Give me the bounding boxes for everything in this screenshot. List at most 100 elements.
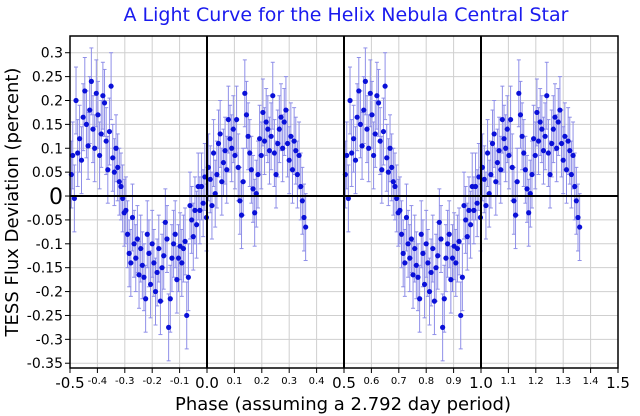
data-point — [449, 255, 456, 261]
data-point — [197, 207, 203, 213]
data-point — [215, 140, 222, 147]
data-point — [568, 171, 575, 178]
data-point — [461, 202, 467, 209]
x-tick-label: -0.5 — [55, 374, 84, 392]
data-point — [503, 145, 509, 151]
data-point — [486, 191, 492, 197]
data-point — [144, 231, 150, 237]
y-tick-label: -0.1 — [36, 237, 63, 253]
data-point — [472, 183, 479, 190]
data-point — [182, 238, 188, 245]
data-point — [248, 167, 254, 173]
y-tick-label: -0.35 — [27, 356, 63, 372]
data-point — [189, 217, 195, 223]
data-point — [198, 183, 205, 190]
data-point — [90, 126, 96, 132]
x-tick-label: 1.5 — [606, 374, 630, 392]
data-point — [174, 277, 180, 283]
x-tick-label: 0.1 — [226, 376, 242, 387]
data-point — [105, 167, 111, 173]
data-point — [418, 231, 424, 237]
data-point — [435, 253, 441, 259]
x-tick-label: 1.3 — [555, 376, 571, 387]
data-point — [412, 245, 418, 252]
data-point — [501, 136, 507, 142]
x-tick-label: 1.0 — [469, 374, 493, 392]
data-point — [207, 176, 213, 182]
data-point — [488, 171, 494, 178]
data-point — [260, 109, 266, 116]
data-point — [410, 272, 416, 278]
data-point — [192, 207, 198, 213]
data-point — [352, 157, 359, 163]
data-point — [390, 179, 396, 185]
data-point — [483, 202, 489, 209]
data-point — [385, 169, 391, 175]
data-point — [438, 236, 444, 242]
data-point — [370, 152, 377, 159]
data-point — [175, 255, 182, 261]
data-point — [489, 140, 496, 147]
data-point — [454, 245, 461, 252]
data-point — [379, 167, 385, 173]
data-point — [237, 198, 243, 204]
data-point — [517, 112, 524, 118]
x-tick-label: 0.8 — [418, 376, 434, 387]
data-point — [459, 274, 465, 280]
data-point — [347, 97, 353, 104]
data-point — [169, 255, 175, 261]
data-point — [88, 78, 94, 84]
data-point — [75, 150, 81, 156]
data-point — [108, 83, 114, 89]
data-point — [193, 222, 200, 228]
x-tick-label: -0.2 — [142, 376, 162, 387]
data-point — [255, 171, 261, 178]
data-point — [220, 159, 227, 166]
x-tick-label: -0.4 — [88, 376, 108, 387]
data-point — [95, 112, 101, 118]
y-axis-label: TESS Flux Deviation (percent) — [2, 68, 23, 338]
data-point — [257, 136, 263, 142]
data-point — [491, 131, 497, 137]
data-point — [415, 274, 421, 280]
data-point — [540, 148, 547, 154]
data-point — [516, 90, 522, 96]
data-point — [400, 250, 406, 256]
data-point — [524, 186, 530, 192]
data-point — [512, 212, 519, 218]
data-point — [242, 90, 248, 96]
data-point — [219, 179, 225, 185]
data-point — [526, 210, 532, 216]
data-point — [157, 298, 164, 304]
data-point — [544, 93, 550, 99]
data-point — [113, 145, 119, 151]
data-point — [547, 171, 553, 178]
data-point — [229, 145, 235, 151]
data-point — [572, 183, 578, 190]
x-tick-label: 0.9 — [446, 376, 462, 387]
y-tick-label: -0.15 — [27, 261, 63, 277]
data-point — [296, 152, 302, 159]
data-point — [123, 207, 129, 213]
data-point — [380, 128, 387, 135]
data-point — [529, 171, 535, 178]
data-point — [276, 126, 282, 132]
data-point — [366, 145, 372, 151]
data-point — [261, 138, 268, 144]
data-point — [377, 138, 383, 144]
data-point — [227, 136, 233, 142]
data-point — [146, 250, 152, 256]
y-tick-label: -0.25 — [27, 308, 63, 324]
data-point — [481, 176, 487, 182]
data-point — [162, 219, 168, 225]
data-point — [288, 133, 294, 139]
data-point — [509, 164, 515, 170]
data-point — [265, 126, 271, 132]
data-point — [126, 250, 132, 256]
data-point — [166, 324, 172, 330]
data-point — [453, 260, 459, 266]
data-point — [284, 140, 291, 147]
data-point — [542, 133, 548, 139]
data-point — [362, 78, 368, 84]
data-point — [458, 312, 464, 319]
